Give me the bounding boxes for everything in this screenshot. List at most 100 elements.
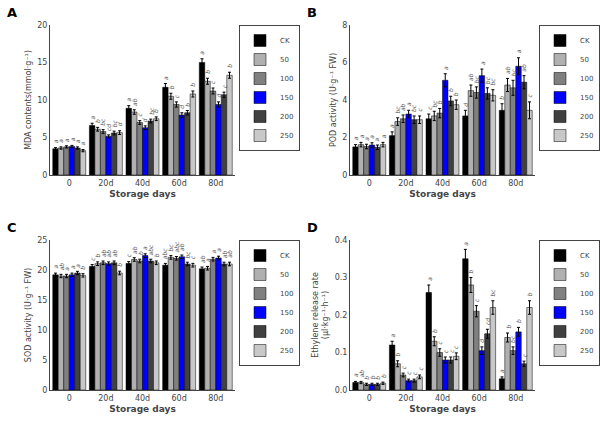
svg-text:bc: bc xyxy=(167,244,174,252)
svg-text:c: c xyxy=(173,94,180,98)
svg-text:d: d xyxy=(178,105,185,109)
svg-text:b: b xyxy=(515,319,522,323)
svg-text:MDA contents(mmol·g⁻¹): MDA contents(mmol·g⁻¹) xyxy=(24,50,33,150)
svg-text:100: 100 xyxy=(580,75,593,83)
svg-text:a: a xyxy=(405,102,412,106)
svg-text:c: c xyxy=(416,108,423,112)
svg-text:D: D xyxy=(307,220,318,235)
svg-text:80d: 80d xyxy=(208,394,223,403)
svg-text:Storage days: Storage days xyxy=(109,404,176,414)
svg-text:15: 15 xyxy=(37,58,47,67)
svg-text:CK: CK xyxy=(280,252,290,260)
svg-text:cd: cd xyxy=(105,124,112,131)
svg-text:a: a xyxy=(442,66,449,70)
svg-text:a: a xyxy=(352,373,359,377)
svg-text:c: c xyxy=(189,255,196,259)
svg-text:ab: ab xyxy=(467,73,474,81)
svg-text:8: 8 xyxy=(342,21,347,30)
svg-text:a: a xyxy=(498,369,505,373)
svg-text:c: c xyxy=(473,298,480,302)
svg-text:c: c xyxy=(405,371,412,375)
svg-text:abc: abc xyxy=(161,248,168,259)
svg-text:c: c xyxy=(400,365,407,369)
svg-text:80d: 80d xyxy=(208,179,223,188)
svg-text:20d: 20d xyxy=(98,394,113,403)
svg-text:Storage days: Storage days xyxy=(409,404,476,414)
svg-text:0: 0 xyxy=(67,179,72,188)
svg-text:b: b xyxy=(168,85,175,89)
svg-text:bc: bc xyxy=(184,251,191,259)
svg-text:4: 4 xyxy=(342,96,347,105)
svg-text:ab: ab xyxy=(58,263,65,271)
svg-text:a: a xyxy=(426,277,433,281)
svg-text:POD activity (U·g⁻¹ FW): POD activity (U·g⁻¹ FW) xyxy=(329,53,338,147)
svg-text:40d: 40d xyxy=(435,179,450,188)
svg-text:b: b xyxy=(189,83,196,87)
svg-text:b: b xyxy=(526,292,533,296)
svg-text:b: b xyxy=(498,96,505,100)
svg-text:abc: abc xyxy=(147,244,154,255)
svg-text:a: a xyxy=(57,139,64,143)
svg-text:a: a xyxy=(69,265,76,269)
svg-text:b: b xyxy=(394,352,401,356)
svg-text:b: b xyxy=(505,325,512,329)
svg-text:c: c xyxy=(209,80,216,84)
svg-text:a: a xyxy=(210,249,217,253)
svg-text:cd: cd xyxy=(484,318,491,325)
svg-text:Ethylene release rate(μl·kg⁻¹·: Ethylene release rate(μl·kg⁻¹·h⁻¹) xyxy=(311,272,330,358)
svg-text:150: 150 xyxy=(580,94,593,102)
svg-text:b: b xyxy=(467,269,474,273)
svg-text:bc: bc xyxy=(410,104,417,112)
svg-text:bc: bc xyxy=(99,118,106,126)
svg-text:a: a xyxy=(74,139,81,143)
svg-text:bc: bc xyxy=(510,69,517,77)
svg-text:60d: 60d xyxy=(471,179,486,188)
svg-text:a: a xyxy=(141,246,148,250)
svg-text:c: c xyxy=(221,84,228,88)
svg-text:CK: CK xyxy=(580,37,590,45)
svg-text:60d: 60d xyxy=(471,394,486,403)
svg-text:b: b xyxy=(374,376,381,380)
svg-text:c: c xyxy=(452,345,459,349)
svg-text:bc: bc xyxy=(489,78,496,86)
svg-text:b: b xyxy=(436,100,443,104)
svg-text:a: a xyxy=(358,134,365,138)
svg-text:a: a xyxy=(52,139,59,143)
svg-text:c: c xyxy=(411,371,418,375)
svg-text:50: 50 xyxy=(280,56,289,64)
svg-text:a: a xyxy=(389,333,396,337)
svg-text:c: c xyxy=(521,353,528,357)
svg-text:0.0: 0.0 xyxy=(335,386,348,395)
svg-text:CK: CK xyxy=(280,37,290,45)
svg-text:20: 20 xyxy=(37,21,47,30)
svg-text:d: d xyxy=(462,103,469,107)
svg-text:d: d xyxy=(478,339,485,343)
svg-text:200: 200 xyxy=(280,113,293,121)
svg-text:a: a xyxy=(63,138,70,142)
svg-text:250: 250 xyxy=(580,347,593,355)
svg-text:100: 100 xyxy=(280,75,293,83)
svg-text:d: d xyxy=(141,118,148,122)
svg-text:bc: bc xyxy=(489,289,496,297)
svg-text:b: b xyxy=(94,254,101,258)
svg-text:bc: bc xyxy=(431,100,438,108)
svg-text:ab: ab xyxy=(199,255,206,263)
svg-text:100: 100 xyxy=(280,290,293,298)
svg-text:b: b xyxy=(380,374,387,378)
svg-text:C: C xyxy=(7,220,17,235)
svg-text:a: a xyxy=(52,265,59,269)
svg-text:40d: 40d xyxy=(435,394,450,403)
svg-text:CK: CK xyxy=(580,252,590,260)
svg-text:c: c xyxy=(125,253,132,257)
svg-text:a: a xyxy=(368,135,375,139)
svg-text:a: a xyxy=(162,76,169,80)
svg-text:b: b xyxy=(153,253,160,257)
svg-text:20: 20 xyxy=(37,266,47,275)
svg-text:a: a xyxy=(363,137,370,141)
svg-text:200: 200 xyxy=(580,328,593,336)
svg-text:bc: bc xyxy=(148,107,155,115)
svg-text:10: 10 xyxy=(37,326,47,335)
svg-text:a: a xyxy=(462,242,469,246)
svg-text:a: a xyxy=(373,137,380,141)
svg-text:0.2: 0.2 xyxy=(335,311,348,320)
